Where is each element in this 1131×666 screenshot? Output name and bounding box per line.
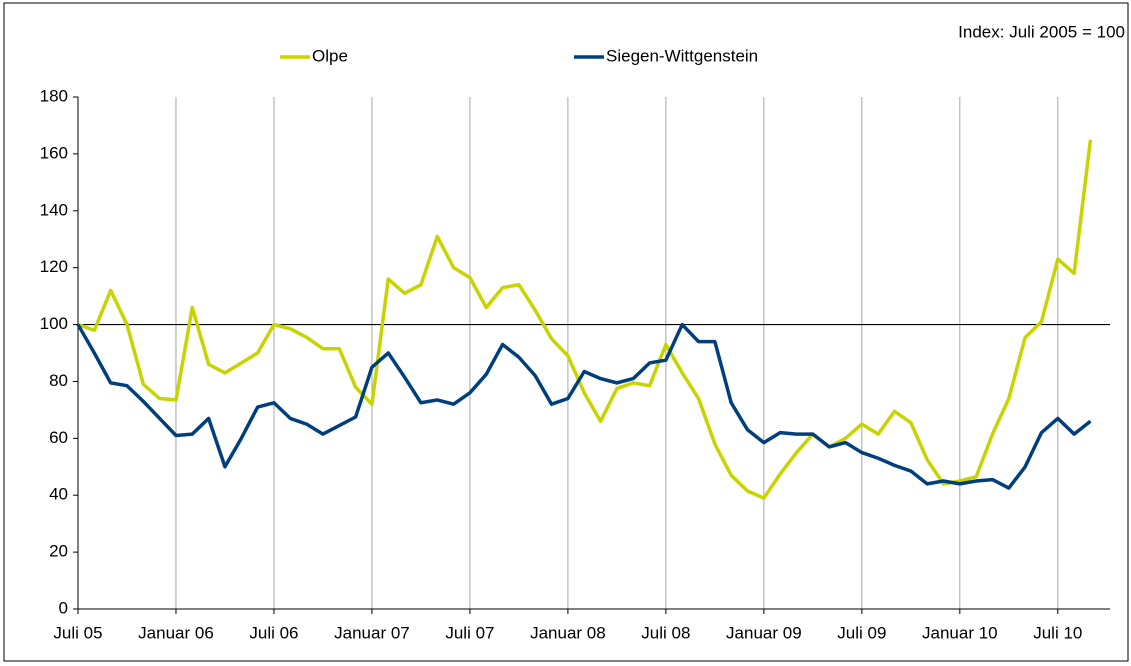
x-tick-label: Juli 08 [641,623,690,642]
x-tick-label: Juli 10 [1033,623,1082,642]
y-tick-label: 20 [49,542,68,561]
series-line [77,139,1093,500]
y-tick-label: 80 [49,371,68,390]
chart-frame [3,2,1129,662]
series-line [76,322,1092,490]
legend-label: Siegen-Wittgenstein [606,46,758,65]
y-tick-label: 160 [40,143,68,162]
y-tick-label: 120 [40,257,68,276]
annotation: Index: Juli 2005 = 100 [958,22,1125,41]
y-tick-label: 180 [40,86,68,105]
x-tick-label: Juli 05 [53,623,102,642]
x-tick-label: Januar 08 [530,623,606,642]
x-tick-label: Januar 06 [138,623,214,642]
x-tick-label: Januar 09 [726,623,802,642]
x-tick-label: Juli 09 [837,623,886,642]
x-tick-label: Juli 06 [249,623,298,642]
y-tick-label: 140 [40,200,68,219]
y-tick-label: 100 [40,314,68,333]
y-tick-label: 60 [49,428,68,447]
y-tick-label: 0 [59,598,68,617]
legend-label: Olpe [312,46,348,65]
x-tick-label: Januar 07 [334,623,410,642]
y-tick-label: 40 [49,485,68,504]
x-tick-label: Januar 10 [922,623,998,642]
x-tick-label: Juli 07 [445,623,494,642]
